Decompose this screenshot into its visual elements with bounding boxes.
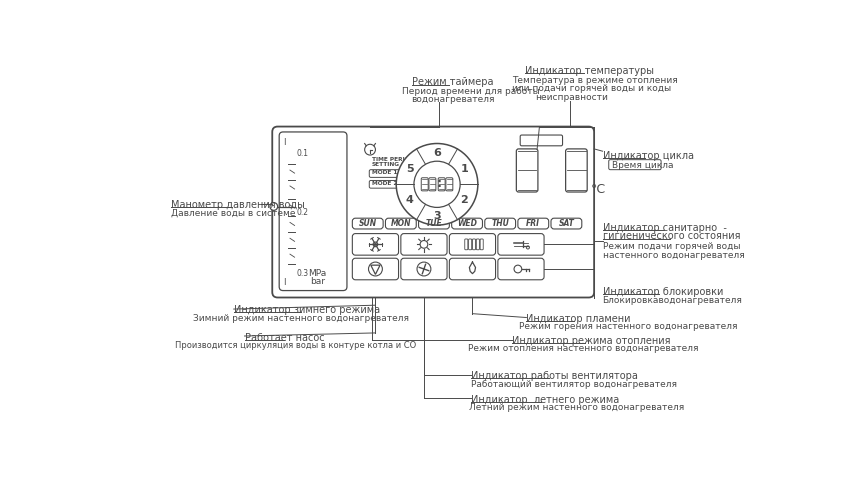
Text: MODE 2: MODE 2 <box>372 181 397 186</box>
FancyBboxPatch shape <box>551 218 582 229</box>
Text: или подачи горячей воды и коды: или подачи горячей воды и коды <box>513 84 672 93</box>
FancyBboxPatch shape <box>421 178 428 191</box>
Text: Индикатор санитарно  -: Индикатор санитарно - <box>603 223 727 233</box>
Text: TIME PERIOD: TIME PERIOD <box>372 157 414 162</box>
Text: MON: MON <box>391 219 411 228</box>
Text: Манометр давления воды: Манометр давления воды <box>171 200 305 210</box>
Text: Индикатор режима отопления: Индикатор режима отопления <box>512 336 670 346</box>
FancyBboxPatch shape <box>401 234 447 255</box>
Text: 5: 5 <box>406 164 413 173</box>
FancyBboxPatch shape <box>520 135 563 146</box>
Text: Давление воды в системе: Давление воды в системе <box>171 209 295 218</box>
Text: 1: 1 <box>460 164 469 173</box>
FancyBboxPatch shape <box>481 239 483 250</box>
Text: I: I <box>284 138 286 147</box>
Text: Индикатор работы вентилятора: Индикатор работы вентилятора <box>471 370 638 381</box>
Text: Зимний режим настенного водонагревателя: Зимний режим настенного водонагревателя <box>193 315 409 323</box>
Text: Режим отопления настенного водонагревателя: Режим отопления настенного водонагревате… <box>468 344 699 353</box>
Text: гигиенического состояния: гигиенического состояния <box>603 231 740 241</box>
Text: FRI: FRI <box>526 219 540 228</box>
Text: Режим горения настенного водонагревателя: Режим горения настенного водонагревателя <box>519 322 737 331</box>
FancyBboxPatch shape <box>469 239 472 250</box>
FancyBboxPatch shape <box>449 234 496 255</box>
FancyBboxPatch shape <box>369 180 400 188</box>
Text: Летний режим настенного водонагревателя: Летний режим настенного водонагревателя <box>469 403 684 412</box>
FancyBboxPatch shape <box>498 234 544 255</box>
FancyBboxPatch shape <box>273 126 594 297</box>
Text: 6: 6 <box>433 148 441 158</box>
Text: неисправности: неисправности <box>536 93 609 102</box>
Text: Индикатор зимнего режима: Индикатор зимнего режима <box>233 305 380 315</box>
Text: 0.1: 0.1 <box>296 149 308 158</box>
Text: TUE: TUE <box>425 219 442 228</box>
Text: Работающий вентилятор водонагревателя: Работающий вентилятор водонагревателя <box>471 380 677 389</box>
Text: Период времени для работы: Период времени для работы <box>402 87 540 96</box>
FancyBboxPatch shape <box>446 178 453 191</box>
FancyBboxPatch shape <box>352 234 398 255</box>
Text: водонагревателя: водонагревателя <box>411 95 494 104</box>
FancyBboxPatch shape <box>476 239 480 250</box>
Text: Температура в режиме отопления: Температура в режиме отопления <box>513 76 678 85</box>
Text: Индикатор  летнего режима: Индикатор летнего режима <box>471 394 619 405</box>
Text: bar: bar <box>310 277 325 286</box>
FancyBboxPatch shape <box>279 132 347 291</box>
Text: Работает насос: Работает насос <box>245 333 324 343</box>
FancyBboxPatch shape <box>609 160 661 170</box>
Text: I: I <box>284 278 286 288</box>
Text: °C: °C <box>590 183 605 196</box>
FancyBboxPatch shape <box>518 218 548 229</box>
Text: Блокировкаводонагревателя: Блокировкаводонагревателя <box>603 296 743 305</box>
FancyBboxPatch shape <box>352 258 398 280</box>
Text: Индикатор блокировки: Индикатор блокировки <box>603 287 723 297</box>
Text: SETTING: SETTING <box>372 162 400 167</box>
FancyBboxPatch shape <box>472 239 475 250</box>
Text: :: : <box>436 177 441 190</box>
Text: Индикатор температуры: Индикатор температуры <box>525 66 654 76</box>
Text: SUN: SUN <box>358 219 377 228</box>
Circle shape <box>396 144 478 225</box>
FancyBboxPatch shape <box>438 178 445 191</box>
FancyBboxPatch shape <box>429 178 436 191</box>
FancyBboxPatch shape <box>385 218 416 229</box>
Text: 2: 2 <box>460 195 469 205</box>
FancyBboxPatch shape <box>449 258 496 280</box>
FancyBboxPatch shape <box>401 258 447 280</box>
Circle shape <box>270 203 278 210</box>
Text: Режим подачи горячей воды: Режим подачи горячей воды <box>603 242 740 251</box>
Text: Время цикла: Время цикла <box>612 161 673 170</box>
FancyBboxPatch shape <box>369 170 400 177</box>
FancyBboxPatch shape <box>464 239 468 250</box>
FancyBboxPatch shape <box>419 218 449 229</box>
Text: Индикатор цикла: Индикатор цикла <box>603 151 694 161</box>
Text: WED: WED <box>457 219 477 228</box>
FancyBboxPatch shape <box>498 258 544 280</box>
Circle shape <box>414 161 460 207</box>
FancyBboxPatch shape <box>352 218 383 229</box>
Text: 4: 4 <box>406 195 413 205</box>
Text: настенного водонагревателя: настенного водонагревателя <box>603 250 745 260</box>
Text: SAT: SAT <box>559 219 574 228</box>
FancyBboxPatch shape <box>485 218 515 229</box>
Text: MODE 1: MODE 1 <box>372 171 397 175</box>
Text: Индикатор пламени: Индикатор пламени <box>526 314 631 324</box>
FancyBboxPatch shape <box>452 218 482 229</box>
FancyBboxPatch shape <box>516 149 538 192</box>
Text: 3: 3 <box>433 211 441 221</box>
Text: Режим таймера: Режим таймера <box>413 77 494 87</box>
FancyBboxPatch shape <box>565 149 588 192</box>
Text: 0.2: 0.2 <box>296 208 308 217</box>
Text: Производится циркуляция воды в контуре котла и СО: Производится циркуляция воды в контуре к… <box>175 342 417 350</box>
Text: 0.3: 0.3 <box>296 269 308 278</box>
Text: THU: THU <box>492 219 509 228</box>
Text: MPa: MPa <box>308 269 327 278</box>
